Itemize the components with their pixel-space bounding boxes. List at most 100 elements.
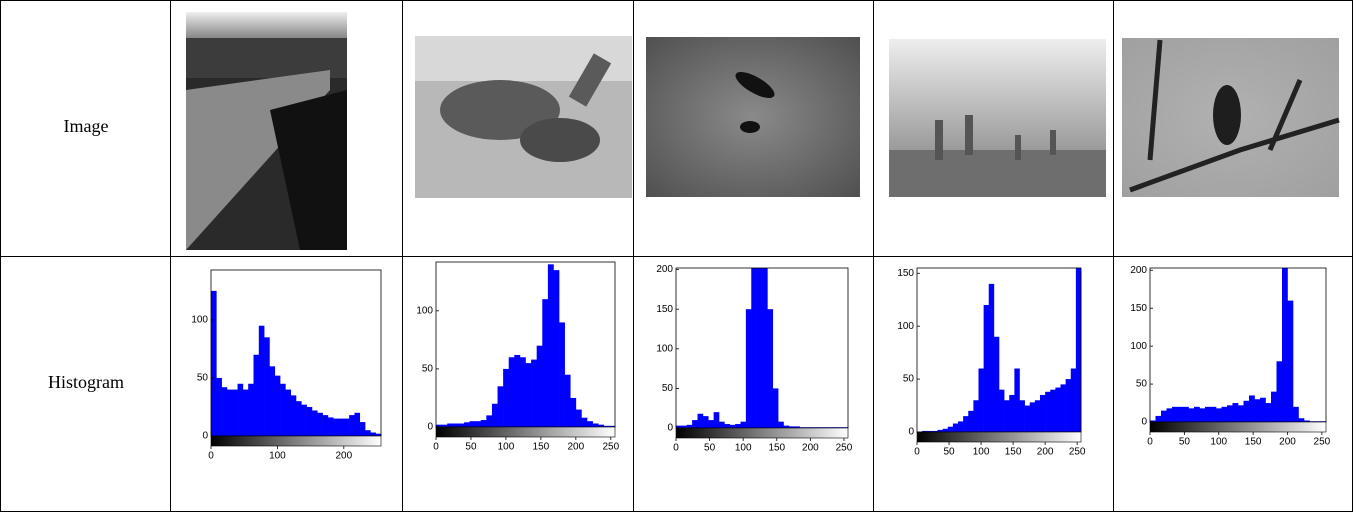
histogram-bar <box>565 375 571 427</box>
histogram-bar <box>227 390 233 436</box>
histogram-bar <box>1161 411 1167 422</box>
histogram-bar <box>509 357 515 427</box>
x-tick-label: 100 <box>269 451 286 462</box>
x-tick-label: 0 <box>1147 437 1153 448</box>
histogram-bar <box>1061 384 1066 432</box>
histogram-bar <box>948 427 953 432</box>
histogram-bar <box>1244 401 1250 422</box>
histogram-bar <box>264 337 270 436</box>
histogram-bar <box>307 407 313 436</box>
histogram-bar <box>773 388 779 428</box>
histogram-bar <box>269 366 275 436</box>
histogram-bar <box>514 355 520 427</box>
x-tick-label: 100 <box>973 447 990 458</box>
histogram-bar <box>531 360 537 427</box>
histogram-bar <box>943 429 948 432</box>
histogram-bar <box>724 424 730 428</box>
histogram-bar <box>1066 379 1071 432</box>
histogram-bar <box>767 309 773 428</box>
histogram-bar <box>323 415 329 436</box>
histogram-bar <box>475 421 481 427</box>
x-tick-label: 50 <box>1179 437 1191 448</box>
histogram-bar <box>333 419 339 436</box>
histogram-bar <box>746 309 752 428</box>
histogram-bar <box>1045 392 1050 432</box>
histogram-bar <box>275 376 281 436</box>
histogram-bar <box>1167 408 1173 422</box>
x-tick-label: 200 <box>1279 437 1296 448</box>
histogram-bar <box>751 268 757 428</box>
histogram-bar <box>1293 407 1299 422</box>
x-tick-label: 200 <box>802 443 819 454</box>
histogram-bar <box>1288 301 1294 422</box>
histogram-bar <box>559 322 565 427</box>
image-horses <box>415 36 632 198</box>
histogram-bar <box>486 415 492 427</box>
histogram-bar <box>1227 405 1233 422</box>
histogram-bar <box>470 421 476 427</box>
y-tick-label: 0 <box>667 423 673 434</box>
y-tick-label: 50 <box>197 373 209 384</box>
grayscale-bar <box>676 428 848 438</box>
histogram-bar <box>280 384 286 436</box>
histogram-bar <box>1178 407 1184 422</box>
x-tick-label: 200 <box>1037 447 1054 458</box>
histogram-bar <box>778 422 784 428</box>
histogram-bar <box>238 384 244 436</box>
x-tick-label: 150 <box>1245 437 1262 448</box>
histogram-bar <box>708 420 714 428</box>
y-tick-label: 150 <box>656 304 673 315</box>
y-tick-label: 100 <box>897 321 914 332</box>
histogram-bar <box>349 415 355 436</box>
histogram-bar <box>999 390 1004 432</box>
histogram-bar <box>248 384 254 436</box>
histogram-bar <box>576 410 582 427</box>
y-tick-label: 0 <box>1141 417 1147 428</box>
grayscale-bar <box>1150 422 1326 432</box>
x-tick-label: 150 <box>768 443 785 454</box>
y-tick-label: 100 <box>1130 341 1147 352</box>
histogram-bar <box>984 305 989 432</box>
histogram-bar <box>719 422 725 428</box>
histogram-bar <box>211 291 217 436</box>
y-tick-label: 200 <box>656 264 673 275</box>
image-giraffes <box>889 39 1106 197</box>
x-tick-label: 0 <box>208 451 214 462</box>
histogram-bar <box>1076 268 1081 432</box>
histogram-bar <box>968 411 973 432</box>
x-tick-label: 200 <box>568 442 585 453</box>
histogram-bar <box>703 416 709 428</box>
histogram-bar <box>1025 406 1030 432</box>
y-tick-label: 0 <box>202 431 208 442</box>
histogram-bar <box>757 268 763 428</box>
row-label: Histogram <box>48 372 124 392</box>
histogram-bar <box>1299 418 1305 422</box>
histogram-bar <box>301 405 307 436</box>
histogram-bar <box>464 422 470 427</box>
histogram-bar <box>953 424 958 432</box>
histogram-bar <box>553 270 559 427</box>
page: Image Histogram 050100010020005010005010… <box>0 0 1354 512</box>
histogram-bar <box>1055 388 1060 432</box>
histogram-bar <box>593 424 599 427</box>
histogram-bar <box>339 419 345 436</box>
y-tick-label: 150 <box>1130 303 1147 314</box>
histogram-bar <box>741 422 747 428</box>
histogram-bar <box>581 418 587 427</box>
x-tick-label: 0 <box>673 443 679 454</box>
histogram-bar <box>994 337 999 432</box>
y-tick-label: 50 <box>422 364 434 375</box>
histogram-bar <box>447 424 453 427</box>
histogram-bar <box>1030 402 1035 432</box>
histogram-bar <box>1266 403 1272 422</box>
histogram-bar <box>989 284 994 432</box>
histogram-bar <box>1071 369 1076 432</box>
histogram-bar <box>216 378 222 436</box>
histogram-bar <box>291 395 297 436</box>
histogram-bar <box>285 390 291 436</box>
x-tick-label: 150 <box>1005 447 1022 458</box>
x-tick-label: 250 <box>602 442 619 453</box>
histogram-bar <box>222 387 228 436</box>
y-tick-label: 0 <box>427 422 433 433</box>
histogram-bar <box>714 412 720 428</box>
